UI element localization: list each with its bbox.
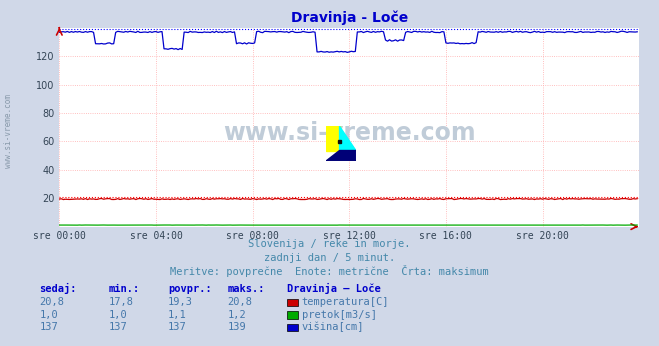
Text: Dravinja – Loče: Dravinja – Loče: [287, 283, 380, 294]
Text: 139: 139: [227, 322, 246, 332]
Title: Dravinja - Loče: Dravinja - Loče: [291, 11, 408, 25]
Text: 20,8: 20,8: [227, 297, 252, 307]
Text: 137: 137: [109, 322, 127, 332]
Text: 20,8: 20,8: [40, 297, 65, 307]
Polygon shape: [326, 151, 356, 161]
Text: zadnji dan / 5 minut.: zadnji dan / 5 minut.: [264, 253, 395, 263]
Text: 1,0: 1,0: [40, 310, 58, 320]
Text: temperatura[C]: temperatura[C]: [302, 297, 389, 307]
Text: Slovenija / reke in morje.: Slovenija / reke in morje.: [248, 239, 411, 249]
Polygon shape: [339, 126, 356, 151]
Text: www.si-vreme.com: www.si-vreme.com: [4, 94, 13, 169]
Text: Meritve: povprečne  Enote: metrične  Črta: maksimum: Meritve: povprečne Enote: metrične Črta:…: [170, 265, 489, 277]
Bar: [326, 126, 339, 151]
Text: 1,1: 1,1: [168, 310, 186, 320]
Text: 137: 137: [168, 322, 186, 332]
Text: 19,3: 19,3: [168, 297, 193, 307]
Text: 137: 137: [40, 322, 58, 332]
Text: min.:: min.:: [109, 284, 140, 294]
Text: 17,8: 17,8: [109, 297, 134, 307]
Bar: [338, 139, 341, 143]
Text: sedaj:: sedaj:: [40, 283, 77, 294]
Text: višina[cm]: višina[cm]: [302, 322, 364, 332]
Text: 1,2: 1,2: [227, 310, 246, 320]
Text: povpr.:: povpr.:: [168, 284, 212, 294]
Text: www.si-vreme.com: www.si-vreme.com: [223, 121, 476, 145]
Text: pretok[m3/s]: pretok[m3/s]: [302, 310, 377, 320]
Text: 1,0: 1,0: [109, 310, 127, 320]
Text: maks.:: maks.:: [227, 284, 265, 294]
